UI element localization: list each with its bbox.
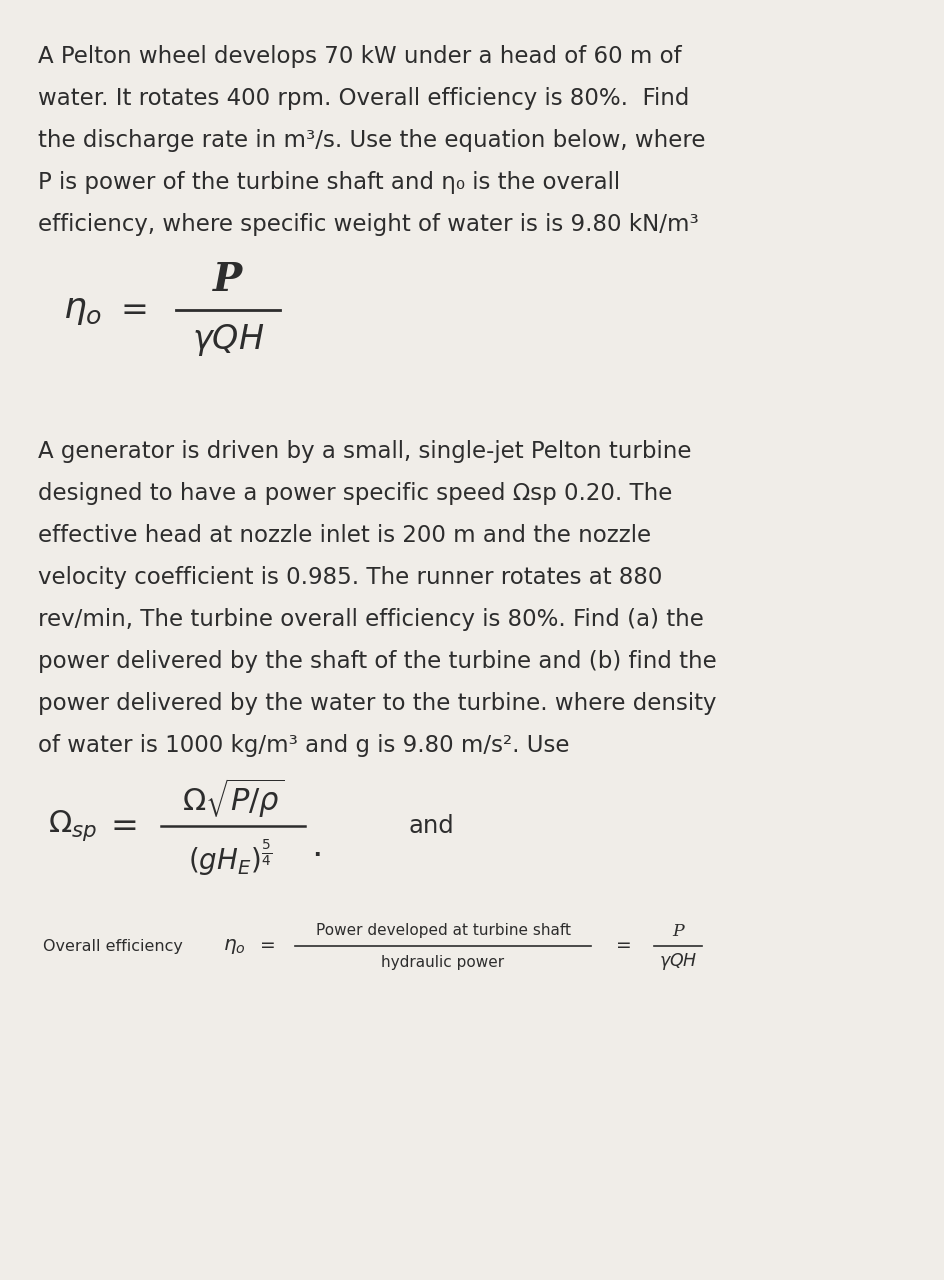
Text: effective head at nozzle inlet is 200 m and the nozzle: effective head at nozzle inlet is 200 m …	[38, 524, 650, 547]
Text: designed to have a power specific speed Ωsp 0.20. The: designed to have a power specific speed …	[38, 483, 672, 506]
Text: $(gH_E)^{\frac{5}{4}}$: $(gH_E)^{\frac{5}{4}}$	[188, 838, 272, 878]
Text: P: P	[671, 923, 683, 940]
Text: power delivered by the water to the turbine. where density: power delivered by the water to the turb…	[38, 692, 716, 716]
Text: Power developed at turbine shaft: Power developed at turbine shaft	[315, 923, 570, 937]
Text: velocity coefficient is 0.985. The runner rotates at 880: velocity coefficient is 0.985. The runne…	[38, 566, 662, 589]
Text: efficiency, where specific weight of water is is 9.80 kN/m³: efficiency, where specific weight of wat…	[38, 212, 698, 236]
Text: =: =	[120, 293, 147, 326]
Text: rev/min, The turbine overall efficiency is 80%. Find (a) the: rev/min, The turbine overall efficiency …	[38, 608, 703, 631]
Text: of water is 1000 kg/m³ and g is 9.80 m/s². Use: of water is 1000 kg/m³ and g is 9.80 m/s…	[38, 733, 569, 756]
Text: and: and	[408, 814, 453, 838]
Text: A Pelton wheel develops 70 kW under a head of 60 m of: A Pelton wheel develops 70 kW under a he…	[38, 45, 681, 68]
Text: =: =	[110, 809, 138, 842]
Text: .: .	[311, 829, 322, 863]
Text: P is power of the turbine shaft and η₀ is the overall: P is power of the turbine shaft and η₀ i…	[38, 172, 619, 195]
Text: P: P	[213, 261, 243, 300]
Text: $\Omega_{sp}$: $\Omega_{sp}$	[48, 809, 97, 844]
Text: A generator is driven by a small, single-jet Pelton turbine: A generator is driven by a small, single…	[38, 440, 691, 463]
Text: power delivered by the shaft of the turbine and (b) find the: power delivered by the shaft of the turb…	[38, 650, 716, 673]
Text: $\eta_o$: $\eta_o$	[63, 293, 102, 326]
Text: $\Omega\sqrt{P/\rho}$: $\Omega\sqrt{P/\rho}$	[182, 776, 284, 820]
Text: hydraulic power: hydraulic power	[381, 955, 504, 969]
Text: $\gamma QH$: $\gamma QH$	[658, 951, 697, 972]
Text: =: =	[260, 937, 276, 955]
Text: $\eta_o$: $\eta_o$	[223, 937, 245, 955]
Text: the discharge rate in m³/s. Use the equation below, where: the discharge rate in m³/s. Use the equa…	[38, 129, 705, 152]
Text: =: =	[615, 937, 632, 955]
Text: $\gamma QH$: $\gamma QH$	[192, 323, 263, 358]
Text: water. It rotates 400 rpm. Overall efficiency is 80%.  Find: water. It rotates 400 rpm. Overall effic…	[38, 87, 688, 110]
Text: Overall efficiency: Overall efficiency	[43, 938, 183, 954]
